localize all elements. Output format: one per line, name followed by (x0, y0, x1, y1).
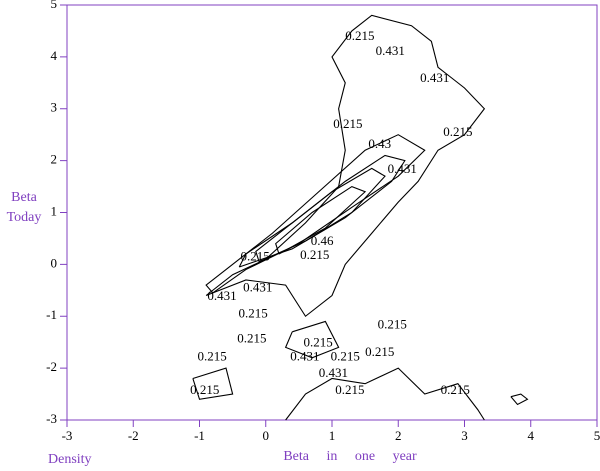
x-tick-label: -2 (128, 428, 139, 443)
x-tick-label: 1 (329, 428, 336, 443)
x-tick-label: 5 (594, 428, 600, 443)
y-tick-label: -2 (46, 359, 57, 374)
contour-line (205, 14, 486, 318)
y-tick-label: -3 (46, 411, 57, 426)
contour-label: 0.215 (300, 247, 329, 262)
contour-line (192, 367, 234, 400)
contour-line (205, 134, 426, 294)
corner-label: Density (48, 452, 92, 467)
contour-label: 0.215 (190, 382, 219, 397)
contour-label: 0.215 (331, 349, 360, 364)
x-tick-label: 4 (528, 428, 535, 443)
contour-label: 0.215 (197, 349, 226, 364)
contour-label: 0.431 (319, 365, 348, 380)
contour-label: 0.46 (311, 233, 334, 248)
contour-line (255, 167, 386, 263)
x-tick-label: 2 (395, 428, 402, 443)
contour-label: 0.215 (441, 382, 470, 397)
contour-label: 0.215 (443, 124, 472, 139)
contour-label: 0.431 (290, 349, 319, 364)
y-axis-label: Beta Today (6, 190, 42, 225)
contour-label: 0.431 (420, 70, 449, 85)
contour-label: 0.215 (241, 249, 270, 264)
y-tick-label: 1 (51, 203, 58, 218)
contour-line (510, 393, 529, 406)
y-tick-label: 4 (51, 48, 58, 63)
contour-line (275, 185, 367, 255)
contour-label: 0.43 (368, 136, 391, 151)
contour-label: 0.215 (237, 331, 266, 346)
x-axis-label: Beta in one year (283, 449, 417, 464)
contour-line (284, 320, 340, 359)
y-tick-label: 2 (51, 152, 58, 167)
contour-label: 0.215 (333, 116, 362, 131)
contour-label: 0.215 (303, 335, 332, 350)
y-tick-label: -1 (46, 307, 57, 322)
contour-label: 0.215 (378, 317, 407, 332)
contour-label: 0.215 (335, 382, 364, 397)
contour-label: 0.431 (388, 161, 417, 176)
contour-line (285, 367, 485, 421)
contour-label: 0.431 (376, 43, 405, 58)
contour-label: 0.215 (239, 306, 268, 321)
x-tick-label: -3 (62, 428, 73, 443)
contour-label: 0.431 (207, 288, 236, 303)
contour-label: 0.431 (243, 280, 272, 295)
contour-label: 0.215 (345, 28, 374, 43)
x-tick-label: 0 (263, 428, 270, 443)
y-tick-label: 5 (51, 0, 58, 11)
x-tick-label: 3 (461, 428, 468, 443)
y-tick-label: 0 (51, 255, 58, 270)
contour-label: 0.215 (365, 344, 394, 359)
y-tick-label: 3 (51, 100, 58, 115)
x-tick-label: -1 (194, 428, 205, 443)
